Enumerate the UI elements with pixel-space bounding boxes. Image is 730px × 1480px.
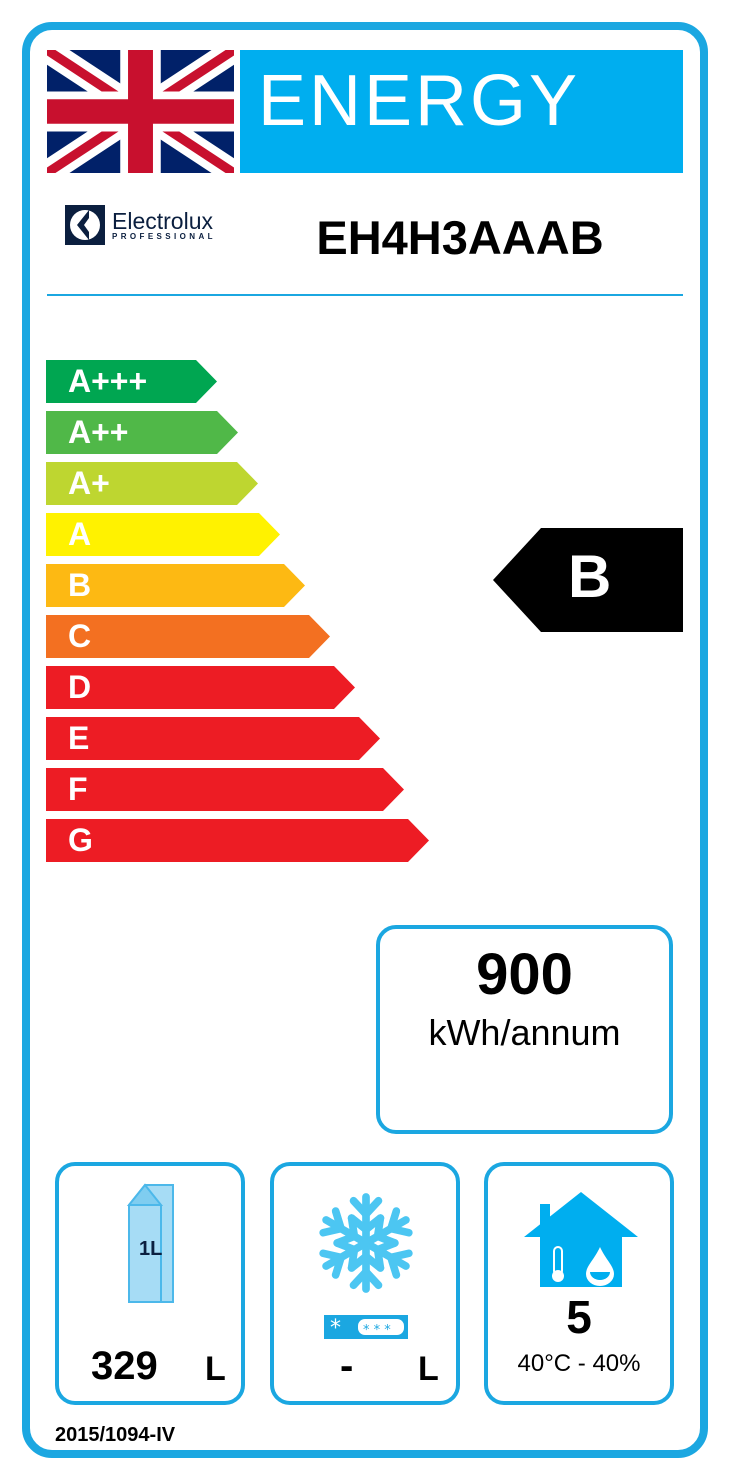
brand-name: Electrolux: [112, 207, 213, 234]
model-number: EH4H3AAAB: [316, 211, 604, 264]
scale-label: D: [68, 669, 92, 705]
brand-logo: Electrolux PROFESSIONAL: [65, 205, 216, 245]
scale-bar-d: D: [46, 666, 355, 709]
scale-label: C: [68, 618, 92, 654]
fresh-volume-box: 1L 329 L: [55, 1162, 245, 1405]
consumption-value: 900: [476, 942, 573, 1007]
energy-consumption-box: 900 kWh/annum: [376, 925, 673, 1134]
climate-class-value: 5: [566, 1291, 592, 1343]
scale-label: F: [68, 771, 88, 807]
scale-bar-e: E: [46, 717, 380, 760]
freezer-star-rating-icon: * * * *: [324, 1315, 408, 1339]
energy-title: ENERGY: [258, 61, 581, 141]
scale-bar-b: B: [46, 564, 305, 607]
fresh-volume-unit: L: [205, 1350, 226, 1388]
snowflake-icon: [318, 1193, 414, 1296]
climate-conditions: 40°C - 40%: [517, 1350, 641, 1377]
scale-label: A+: [68, 465, 110, 501]
consumption-unit: kWh/annum: [428, 1012, 621, 1053]
electrolux-logo-icon: [65, 205, 105, 245]
frozen-volume-unit: L: [418, 1350, 439, 1388]
divider: [47, 294, 683, 296]
brand-sub: PROFESSIONAL: [112, 231, 216, 241]
scale-label: A+++: [68, 363, 148, 399]
svg-text:*: *: [330, 1316, 341, 1339]
scale-label: B: [68, 567, 92, 603]
scale-bar-aplus: A+: [46, 462, 258, 505]
carton-text: 1L: [139, 1238, 162, 1260]
label-border: [22, 22, 708, 1458]
fresh-volume-value: 329: [91, 1344, 158, 1388]
climate-class-box: 5 40°C - 40%: [484, 1162, 674, 1405]
frozen-volume-box: * * * * - L: [270, 1162, 460, 1405]
scale-bar-f: F: [46, 768, 404, 811]
rating-class: B: [568, 543, 612, 610]
scale-bar-a: A: [46, 513, 280, 556]
scale-label: G: [68, 822, 93, 858]
scale-bar-aplusplusplus: A+++: [46, 360, 217, 403]
scale-bar-g: G: [46, 819, 429, 862]
scale-label: A: [68, 516, 92, 552]
energy-banner: ENERGY: [240, 50, 683, 173]
regulation-reference: 2015/1094-IV: [55, 1424, 176, 1446]
svg-text:* * *: * * *: [363, 1323, 391, 1338]
rating-arrow: B: [493, 528, 683, 632]
milk-carton-icon: 1L: [126, 1183, 174, 1303]
scale-bar-aplusplus: A++: [46, 411, 238, 454]
union-jack-flag-icon: [47, 50, 234, 173]
scale-bar-c: C: [46, 615, 330, 658]
scale-label: A++: [68, 414, 129, 450]
scale-label: E: [68, 720, 90, 756]
house-temperature-humidity-icon: [524, 1192, 638, 1287]
frozen-volume-value: -: [340, 1344, 354, 1388]
